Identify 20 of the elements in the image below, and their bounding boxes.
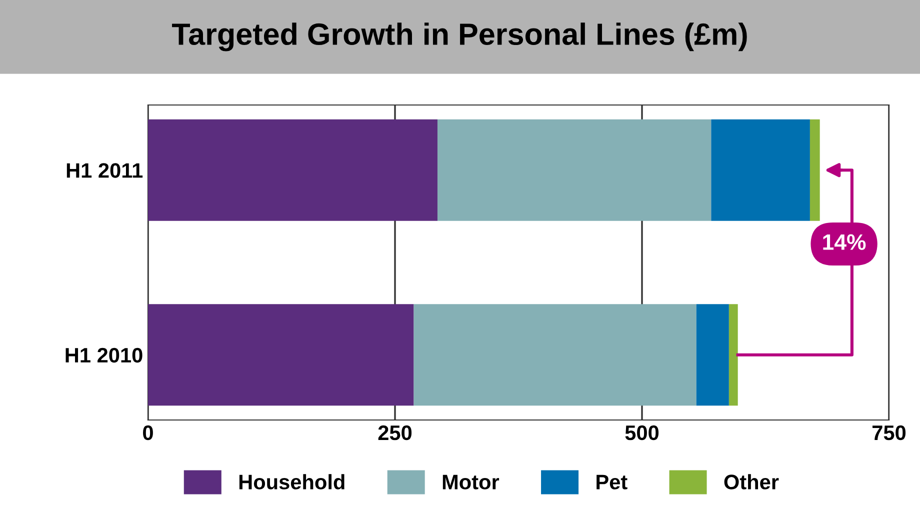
legend-label: Pet	[596, 474, 628, 490]
y-tick-label: H1 2010	[66, 348, 142, 363]
bar	[437, 119, 712, 221]
x-tick-label: 500	[625, 425, 659, 440]
annotation: 14%	[823, 234, 866, 250]
bar	[810, 119, 820, 221]
bar	[696, 304, 729, 406]
bar	[148, 119, 438, 221]
legend-label: Motor	[442, 474, 500, 490]
y-tick-label: H1 2011	[66, 163, 143, 178]
bar	[711, 119, 810, 221]
x-tick-label: 250	[378, 425, 412, 440]
chart-title: Targeted Growth in Personal Lines (£m)	[172, 22, 747, 52]
bar	[414, 304, 696, 406]
legend-label: Other	[724, 474, 779, 490]
x-tick-label: 750	[872, 425, 906, 440]
legend-label: Household	[239, 474, 344, 490]
x-tick-label: 0	[143, 425, 153, 440]
bar	[728, 304, 738, 406]
bar	[148, 304, 414, 406]
